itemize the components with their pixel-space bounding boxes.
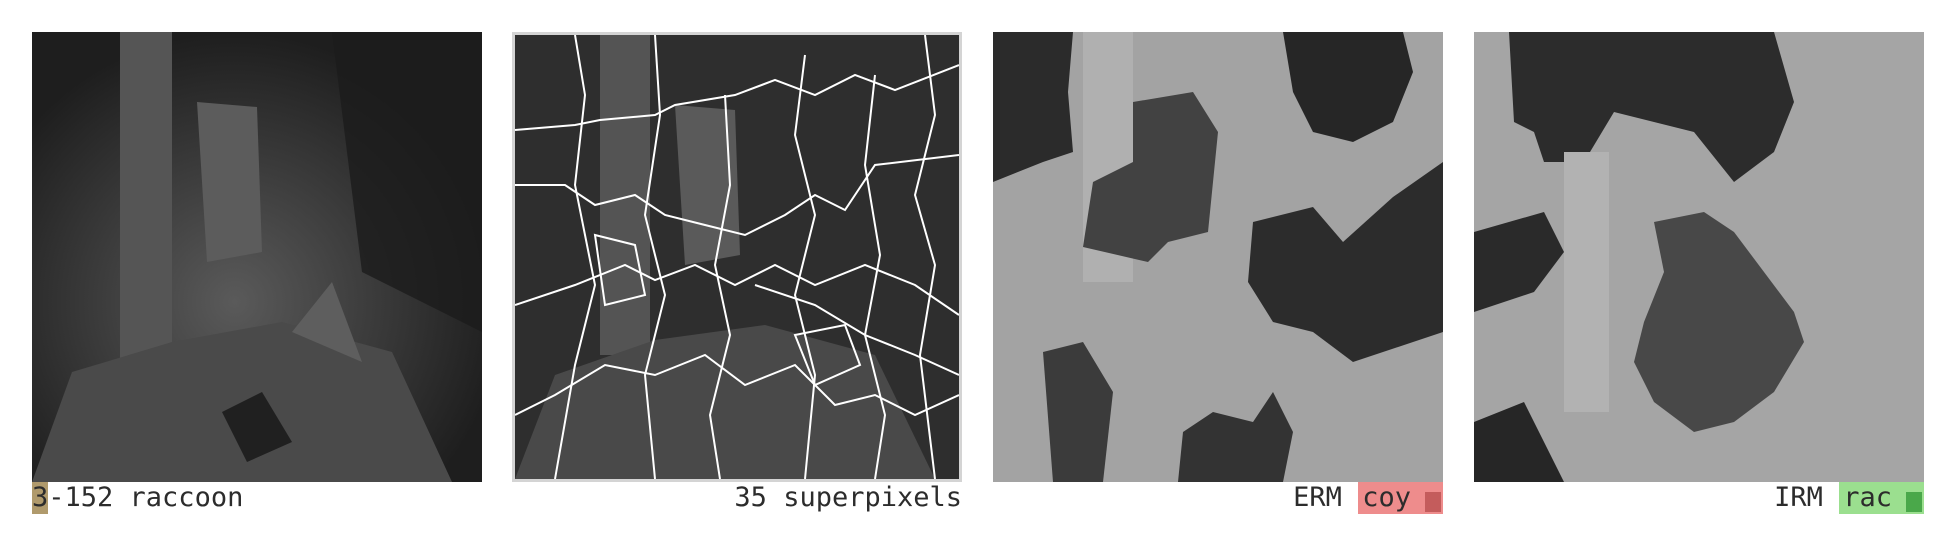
irm-prediction-badge: rac [1839,482,1924,514]
erm-caption: ERM coy [993,482,1443,514]
erm-method-label: ERM [1293,482,1342,513]
superpixel-image [512,32,962,482]
original-image [32,32,482,482]
erm-prediction-badge: coy [1358,482,1443,514]
erm-mask-image [993,32,1443,482]
erm-score-swatch [1425,492,1441,512]
superpixel-count-caption: 35 superpixels [734,482,962,513]
image-id-prefix: 3 [32,482,49,514]
irm-caption: IRM rac [1474,482,1924,514]
irm-mask-image [1474,32,1924,482]
irm-method-label: IRM [1774,482,1823,513]
image-id-caption: 3-152 raccoon [32,482,243,514]
irm-prediction-label: rac [1843,482,1892,513]
image-id-label: -152 raccoon [48,482,244,513]
irm-score-swatch [1906,492,1922,512]
erm-prediction-label: coy [1362,482,1411,513]
